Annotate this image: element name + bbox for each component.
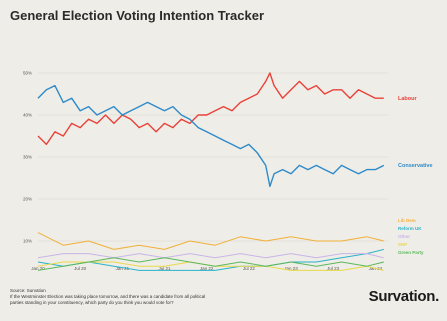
- y-tick-label: 50%: [23, 71, 32, 76]
- question-text-line-2: parties standing in your constituency, w…: [10, 300, 174, 305]
- series-line-reform-uk: [37, 248, 384, 271]
- series-line-lib-dem: [37, 232, 384, 250]
- brand-logo: Survation.: [368, 288, 440, 305]
- y-tick-label: 20%: [23, 197, 32, 202]
- grid: [38, 72, 388, 242]
- series-label-other: Other: [398, 234, 410, 239]
- y-tick-label: 40%: [23, 113, 32, 118]
- series-label-conservative: Conservative: [398, 163, 433, 169]
- y-tick-label: 30%: [23, 155, 32, 160]
- x-tick-label: Jan 23: [284, 266, 298, 271]
- question-text-line-1: If the Westminster Election was taking p…: [10, 294, 206, 299]
- series-lines: [37, 72, 385, 271]
- series-label-reform-uk: Reform UK: [398, 226, 422, 231]
- footer: Source: Survation If the Westminster Ele…: [10, 288, 340, 306]
- x-tick-label: Jul 21: [158, 266, 171, 271]
- y-tick-labels: 50% 40% 30% 20% 10%: [23, 71, 32, 244]
- series-line-other: [37, 253, 384, 259]
- series-line-conservative: [37, 84, 385, 188]
- x-tick-label: Jul 23: [327, 266, 340, 271]
- series-label-green-party: Green Party: [398, 250, 424, 255]
- series-label-labour: Labour: [398, 96, 417, 102]
- source-text: Source: Survation: [10, 288, 46, 293]
- chart-title: General Election Voting Intention Tracke…: [10, 8, 265, 23]
- x-tick-label: Jul 22: [243, 266, 256, 271]
- series-label-lib-dem: Lib Dem: [398, 218, 416, 223]
- series-line-labour: [37, 72, 384, 146]
- series-labels: Labour Conservative Lib Dem Reform UK Other S…: [398, 96, 433, 255]
- y-tick-label: 10%: [23, 239, 32, 244]
- x-tick-label: Jan 20: [31, 266, 45, 271]
- x-tick-label: Jul 20: [74, 266, 87, 271]
- x-tick-label: Jan 22: [200, 266, 214, 271]
- x-tick-label: Jan 21: [116, 266, 130, 271]
- series-label-snp: SNP: [398, 242, 407, 247]
- series-line-green-party: [37, 257, 384, 271]
